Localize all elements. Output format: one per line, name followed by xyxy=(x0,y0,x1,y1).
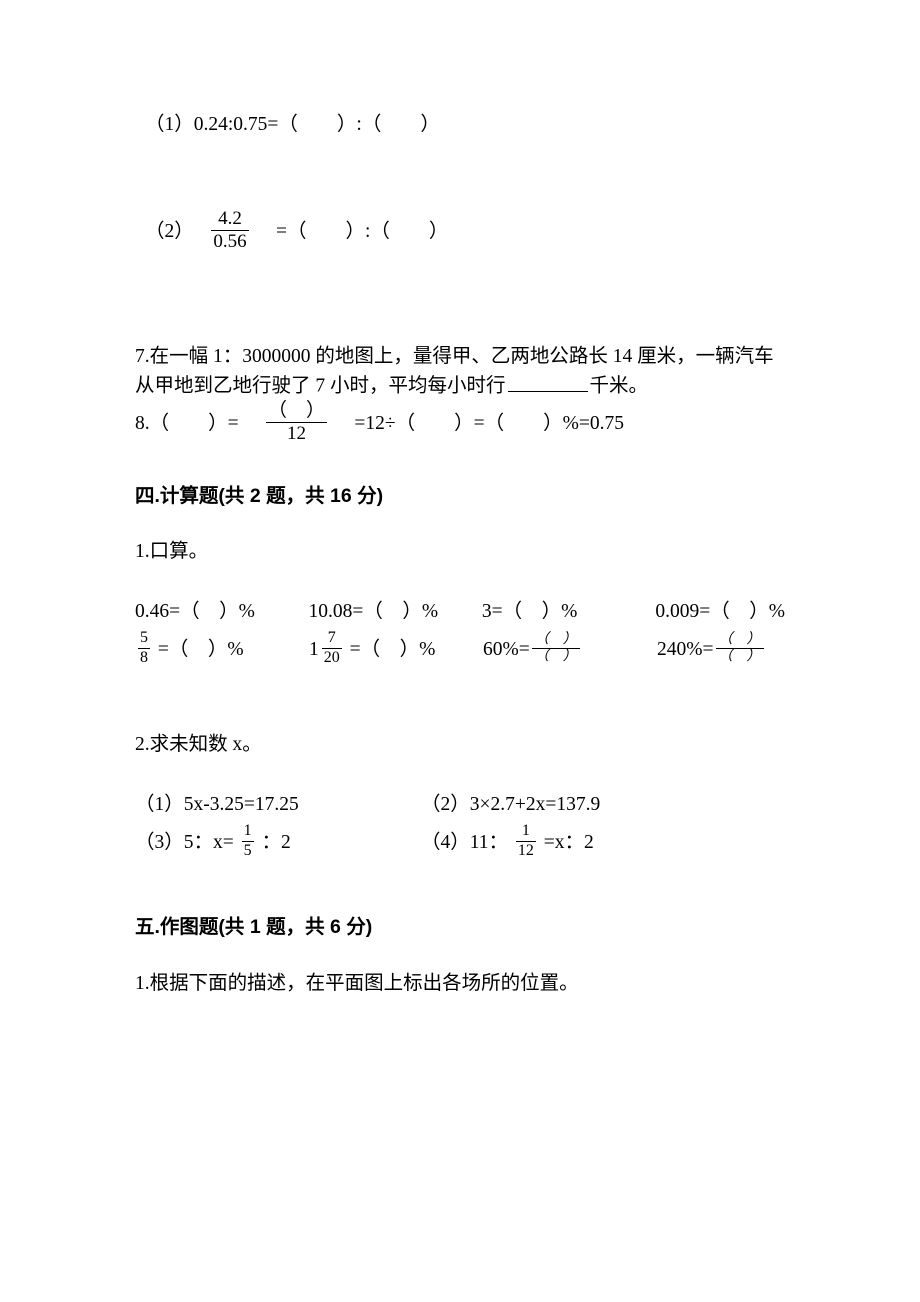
eq4-frac: 1 12 xyxy=(516,823,536,860)
calc-r2c2-num: 7 xyxy=(322,630,342,649)
q6-part1: （1）0.24:0.75=（ ）:（ ） xyxy=(135,110,785,139)
q7: 7.在一幅 1：3000000 的地图上，量得甲、乙两地公路长 14 厘米，一辆… xyxy=(135,342,785,401)
q6-part1-text: （1）0.24:0.75=（ ）:（ ） xyxy=(145,114,440,135)
sec4-q2-label: 2.求未知数 x。 xyxy=(135,730,785,759)
calc-r2c1-suffix: =（ ）% xyxy=(158,639,244,660)
equations-block: （1）5x-3.25=17.25 （2）3×2.7+2x=137.9 （3）5：… xyxy=(135,790,785,862)
q8-mid: =12÷（ ）=（ ）%=0.75 xyxy=(335,413,624,434)
eq-row-2: （3）5：x= 1 5 ：2 （4）11： 1 12 =x：2 xyxy=(135,825,785,862)
section-5-header: 五.作图题(共 1 题，共 6 分) xyxy=(135,913,785,942)
eq4-prefix: （4）11： xyxy=(421,832,513,853)
calc-r1c1: 0.46=（ ）% xyxy=(135,597,278,626)
page: （1）0.24:0.75=（ ）:（ ） （2） 4.2 0.56 =（ ）:（… xyxy=(0,0,920,1302)
calc-r2c1: 5 8 =（ ）% xyxy=(135,632,279,669)
eq-row-1: （1）5x-3.25=17.25 （2）3×2.7+2x=137.9 xyxy=(135,790,785,819)
calc-r1c2: 10.08=（ ）% xyxy=(308,597,451,626)
eq4-den: 12 xyxy=(516,842,536,860)
q8-prefix: 8.（ ）= xyxy=(135,413,258,434)
calc-r2c2: 1 7 20 =（ ）% xyxy=(309,632,453,669)
calc-r2c3-prefix: 60%= xyxy=(483,639,530,660)
eq3-prefix: （3）5：x= xyxy=(135,832,239,853)
section-4-header: 四.计算题(共 2 题，共 16 分) xyxy=(135,482,785,511)
calc-r2c1-den: 8 xyxy=(138,649,150,667)
calc-r2c3-pden: （ ） xyxy=(532,649,580,664)
q7-text-a: 7.在一幅 1：3000000 的地图上，量得甲、乙两地公路长 14 厘米，一辆… xyxy=(135,346,774,397)
spacer xyxy=(135,326,785,342)
calc-r2c1-frac: 5 8 xyxy=(138,630,150,667)
eq3-num: 1 xyxy=(242,823,254,842)
calc-r2c3: 60%= （ ） （ ） xyxy=(483,635,627,666)
q7-blank xyxy=(508,371,588,392)
sec5-q1: 1.根据下面的描述，在平面图上标出各场所的位置。 xyxy=(135,969,785,998)
q8-frac-den: 12 xyxy=(266,423,327,444)
calc-r2c4-pnum: （ ） xyxy=(716,633,764,649)
calc-r2c4-pfrac: （ ） （ ） xyxy=(716,633,764,664)
sec4-q1-label: 1.口算。 xyxy=(135,537,785,566)
calc-r2c4-pden: （ ） xyxy=(716,649,764,664)
spacer-2 xyxy=(135,674,785,730)
q6-part2-fraction: 4.2 0.56 xyxy=(211,209,248,252)
q8-frac-num: （ ） xyxy=(266,401,327,423)
calc-r2c3-pnum: （ ） xyxy=(532,633,580,649)
q8: 8.（ ）= （ ） 12 =12÷（ ）=（ ）%=0.75 xyxy=(135,403,785,446)
eq3-den: 5 xyxy=(242,842,254,860)
eq-2: （2）3×2.7+2x=137.9 xyxy=(421,790,600,819)
q6-part2: （2） 4.2 0.56 =（ ）:（ ） xyxy=(135,211,785,254)
calc-row-2: 5 8 =（ ）% 1 7 20 =（ ）% 60%= （ ） （ ） 240 xyxy=(135,632,785,669)
q6-part2-frac-num: 4.2 xyxy=(211,209,248,231)
q6-part2-suffix: =（ ）:（ ） xyxy=(257,221,449,242)
mental-calc-table: 0.46=（ ）% 10.08=（ ）% 3=（ ）% 0.009=（ ）% 5… xyxy=(135,597,785,669)
q7-text-b: 千米。 xyxy=(590,376,649,397)
calc-r2c2-den: 20 xyxy=(322,649,342,667)
q6-part2-prefix: （2） xyxy=(145,221,204,242)
eq-1: （1）5x-3.25=17.25 xyxy=(135,790,365,819)
calc-r2c4-prefix: 240%= xyxy=(657,639,714,660)
calc-r2c1-num: 5 xyxy=(138,630,150,649)
calc-r2c4: 240%= （ ） （ ） xyxy=(657,635,785,666)
q6-part2-frac-den: 0.56 xyxy=(211,231,248,252)
calc-r1c4: 0.009=（ ）% xyxy=(655,597,785,626)
eq-4: （4）11： 1 12 =x：2 xyxy=(421,825,594,862)
spacer-3 xyxy=(135,867,785,913)
eq3-frac: 1 5 xyxy=(242,823,254,860)
calc-r1c3: 3=（ ）% xyxy=(482,597,625,626)
calc-r2c2-frac: 7 20 xyxy=(322,630,342,667)
eq4-suffix: =x：2 xyxy=(539,832,594,853)
eq4-num: 1 xyxy=(516,823,536,842)
calc-r2c2-prefix: 1 xyxy=(309,639,319,660)
eq-3: （3）5：x= 1 5 ：2 xyxy=(135,825,365,862)
q8-fraction: （ ） 12 xyxy=(266,401,327,444)
eq3-suffix: ：2 xyxy=(257,832,291,853)
calc-r2c3-pfrac: （ ） （ ） xyxy=(532,633,580,664)
calc-row-1: 0.46=（ ）% 10.08=（ ）% 3=（ ）% 0.009=（ ）% xyxy=(135,597,785,626)
calc-r2c2-suffix: =（ ）% xyxy=(350,639,436,660)
